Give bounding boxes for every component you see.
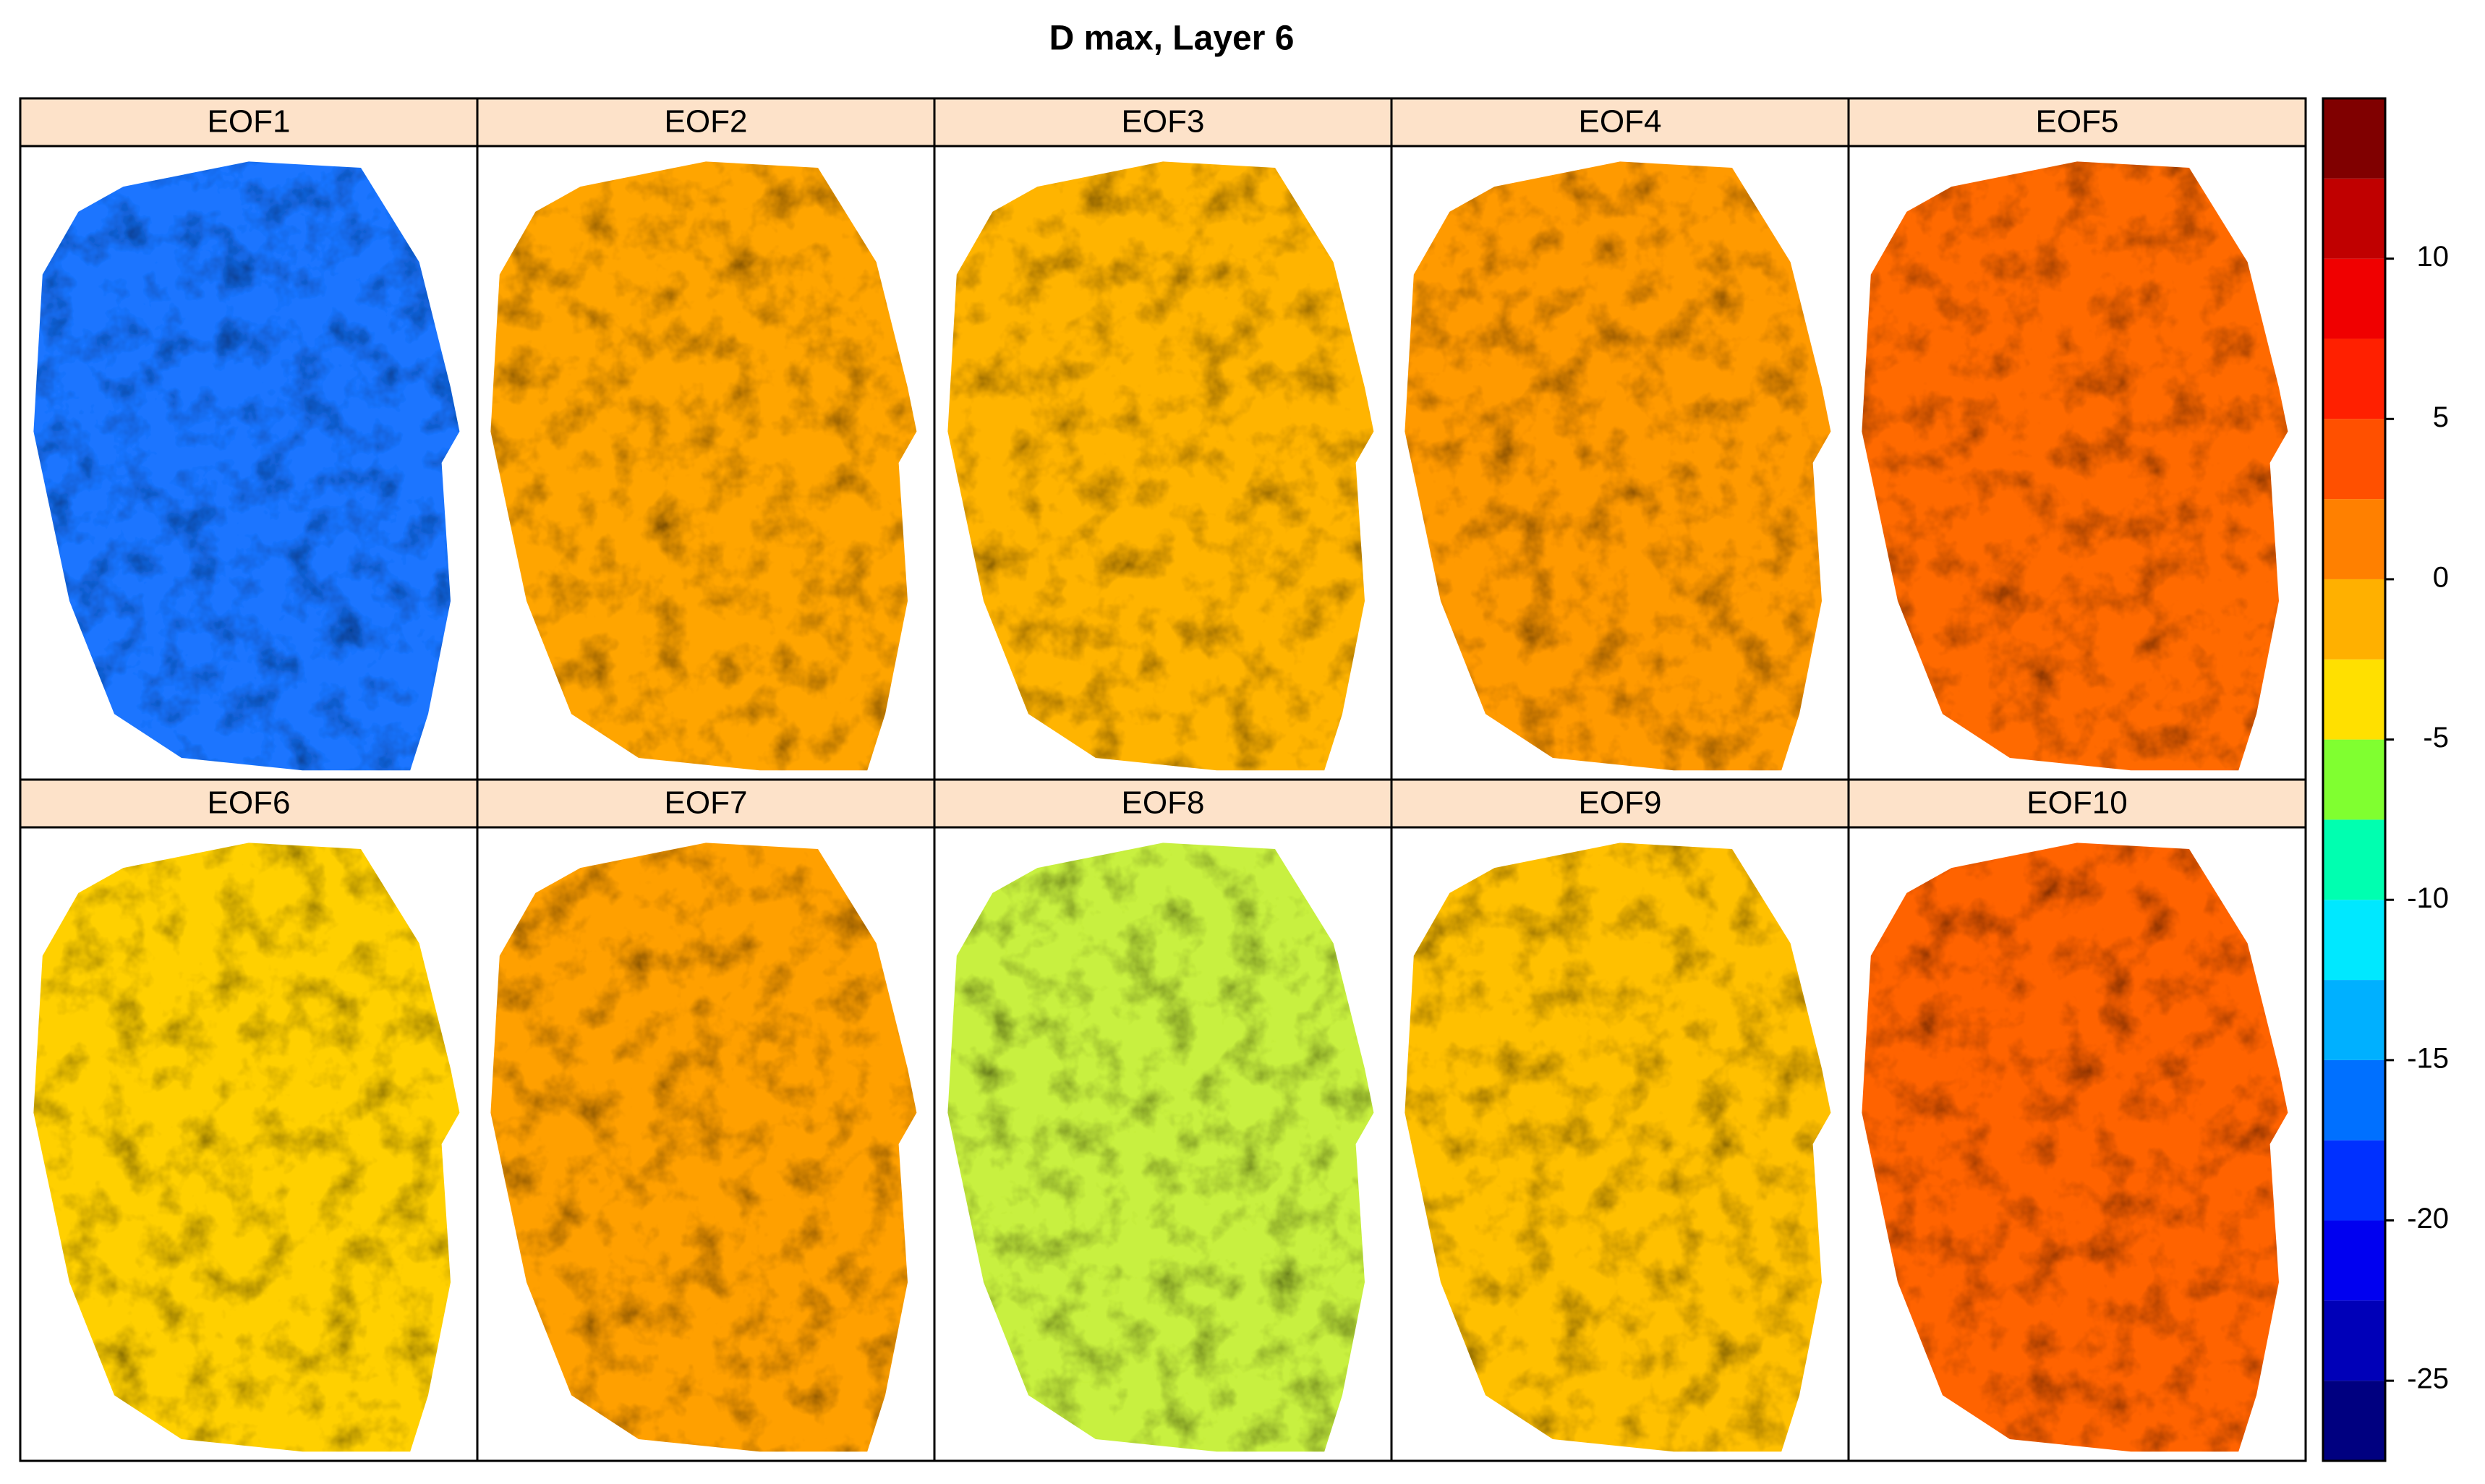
strip [1390,778,1850,829]
color-key-band [2323,1220,2385,1301]
color-key-band [2323,980,2385,1060]
panel-frame [1847,826,2307,1462]
color-key-band [2323,1381,2385,1461]
panel-label: EOF1 [208,104,291,140]
strip [476,778,936,829]
color-key-band [2323,1300,2385,1381]
panel-label: EOF2 [665,104,748,140]
map-field [490,161,917,771]
strip [933,778,1393,829]
map-field [33,843,460,1452]
color-key-band [2323,1059,2385,1140]
color-key-band [2323,659,2385,740]
color-key-band [2323,739,2385,820]
color-key-label: 0 [2433,562,2449,594]
color-key-label: -20 [2407,1203,2449,1234]
color-key-label: 10 [2417,241,2450,273]
map-field [1405,161,1831,771]
panel-label: EOF8 [1122,785,1205,821]
panel-label: EOF5 [2036,104,2119,140]
color-key-band [2323,579,2385,660]
panel-label: EOF9 [1579,785,1662,821]
panel-label: EOF10 [2026,785,2127,821]
strip [1847,778,2307,829]
panel-label: EOF7 [665,785,748,821]
color-key-band [2323,900,2385,981]
panel-label: EOF6 [208,785,291,821]
map-field [33,161,460,771]
chart-title: D max, Layer 6 [1049,20,1295,58]
color-key-band [2323,258,2385,339]
map-field [947,843,1374,1452]
color-key-frame [2322,97,2387,1462]
color-key-band [2323,178,2385,259]
strip [1390,97,1850,148]
panel-label: EOF3 [1122,104,1205,140]
map-field [947,161,1374,771]
color-key-band [2323,338,2385,419]
map-field [490,843,917,1452]
color-key-label: -10 [2407,882,2449,914]
color-key-band [2323,499,2385,579]
color-key-label: -15 [2407,1042,2449,1074]
color-key-band [2323,1140,2385,1221]
map-field [1405,843,1831,1452]
panel-label: EOF4 [1579,104,1662,140]
color-key-label: 5 [2433,401,2449,433]
color-key-label: -5 [2423,722,2449,754]
strip [19,778,479,829]
strip [933,97,1393,148]
strip [19,97,479,148]
map-field [1862,843,2288,1452]
color-key-band [2323,819,2385,900]
color-key-label: -25 [2407,1363,2449,1395]
strip [1847,97,2307,148]
color-key-band [2323,98,2385,179]
map-field [1862,161,2288,771]
color-key-band [2323,419,2385,500]
